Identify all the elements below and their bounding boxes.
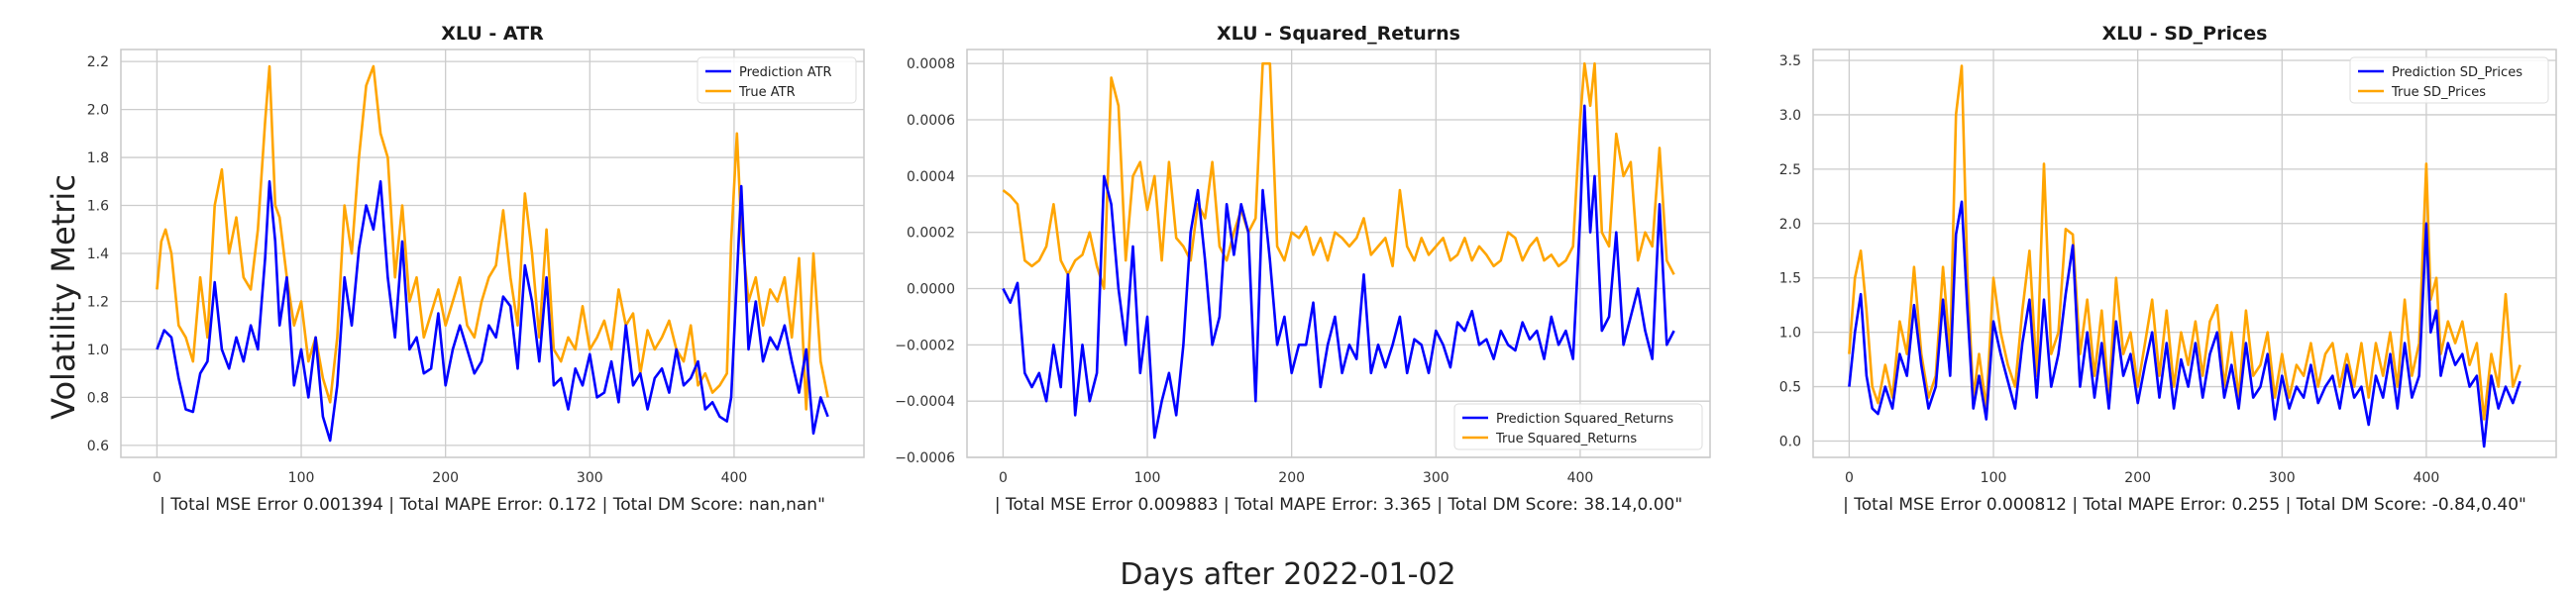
x-axis-label: | Total MSE Error 0.009883 | Total MAPE … xyxy=(995,495,1682,515)
legend: Prediction ATR True ATR xyxy=(697,56,857,104)
y-tick-label: 0.0008 xyxy=(907,56,955,72)
legend: Prediction SD_Prices True SD_Prices xyxy=(2349,56,2549,104)
panel-2: 0 100 200 300 400 −0.0006 −0.0004 −0.0002 0.0000… xyxy=(895,23,1711,515)
y-tick-label: 0.6 xyxy=(87,439,109,454)
legend-box xyxy=(2349,56,2549,104)
y-tick-label: −0.0006 xyxy=(895,450,955,466)
y-tick-label: 0.0004 xyxy=(907,169,955,185)
figure-ylabel: Volatility Metric xyxy=(45,174,82,420)
legend-box xyxy=(697,56,857,104)
series-line xyxy=(1002,104,1675,440)
x-tick-label: 200 xyxy=(2124,470,2151,486)
y-tick-label: 1.2 xyxy=(87,294,109,310)
x-axis-label: | Total MSE Error 0.000812 | Total MAPE … xyxy=(1843,495,2526,515)
y-tick-label: 2.2 xyxy=(87,54,109,70)
x-tick-label: 0 xyxy=(1845,470,1854,486)
y-tick-label: 2.5 xyxy=(1779,162,1801,178)
y-tick-label: 0.8 xyxy=(87,390,109,406)
chart-title: XLU - SD_Prices xyxy=(2102,23,2268,45)
axes-frame xyxy=(1812,49,2557,458)
x-tick-label: 400 xyxy=(2414,470,2440,486)
y-tick-label: 0.0002 xyxy=(907,226,955,242)
x-tick-label: 300 xyxy=(2269,470,2296,486)
panel-3: 0 100 200 300 400 0.0 0.5 1.0 1.5 2.0 2.5 3.0 3.5 XLU… xyxy=(1779,23,2557,515)
x-tick-label: 100 xyxy=(1981,470,2007,486)
legend-entry: Prediction SD_Prices xyxy=(2392,65,2522,80)
y-tick-label: 3.5 xyxy=(1779,53,1801,69)
y-tick-label: 1.8 xyxy=(87,150,109,166)
y-tick-label: 0.0006 xyxy=(907,113,955,129)
y-tick-label: 0.0000 xyxy=(907,282,955,298)
y-tick-label: 1.6 xyxy=(87,199,109,215)
figure-xlabel: Days after 2022-01-02 xyxy=(1120,557,1455,592)
x-tick-label: 300 xyxy=(577,470,603,486)
legend-entry: Prediction Squared_Returns xyxy=(1496,412,1673,427)
series-line xyxy=(1002,61,1675,290)
x-tick-label: 200 xyxy=(1278,470,1305,486)
y-tick-label: −0.0004 xyxy=(895,394,955,410)
x-tick-label: 400 xyxy=(721,470,748,486)
series-line xyxy=(156,180,829,443)
chart-title: XLU - Squared_Returns xyxy=(1217,23,1460,45)
y-tick-label: 0.5 xyxy=(1779,380,1801,396)
legend: Prediction Squared_Returns True Squared_R… xyxy=(1453,403,1703,450)
x-tick-label: 100 xyxy=(288,470,315,486)
series-line xyxy=(1848,200,2522,448)
x-tick-label: 0 xyxy=(153,470,161,486)
y-tick-label: 1.0 xyxy=(87,343,109,358)
legend-entry: True ATR xyxy=(738,85,796,100)
x-tick-label: 0 xyxy=(999,470,1008,486)
y-tick-label: 1.0 xyxy=(1779,326,1801,342)
legend-entry: Prediction ATR xyxy=(739,65,832,80)
y-tick-label: 2.0 xyxy=(87,103,109,119)
y-tick-label: 0.0 xyxy=(1779,435,1801,450)
x-tick-label: 200 xyxy=(432,470,459,486)
y-tick-label: 2.0 xyxy=(1779,217,1801,233)
y-tick-label: 1.4 xyxy=(87,247,109,262)
panel-1: 0 100 200 300 400 0.6 0.8 1.0 1.2 1.4 1.6 1.8 2.0 2.2… xyxy=(87,23,865,515)
legend-entry: True SD_Prices xyxy=(2391,85,2486,100)
series-line xyxy=(156,64,829,411)
axes-frame xyxy=(966,49,1711,458)
y-tick-label: 3.0 xyxy=(1779,108,1801,124)
legend-entry: True Squared_Returns xyxy=(1495,432,1637,446)
legend-box xyxy=(1453,403,1703,450)
y-tick-label: −0.0002 xyxy=(895,338,955,353)
axes-frame xyxy=(120,49,865,458)
x-tick-label: 400 xyxy=(1567,470,1594,486)
x-tick-label: 100 xyxy=(1134,470,1161,486)
series-line xyxy=(1848,64,2522,421)
y-tick-label: 1.5 xyxy=(1779,271,1801,287)
x-tick-label: 300 xyxy=(1423,470,1449,486)
chart-title: XLU - ATR xyxy=(441,23,544,45)
x-axis-label: | Total MSE Error 0.001394 | Total MAPE … xyxy=(160,495,825,515)
